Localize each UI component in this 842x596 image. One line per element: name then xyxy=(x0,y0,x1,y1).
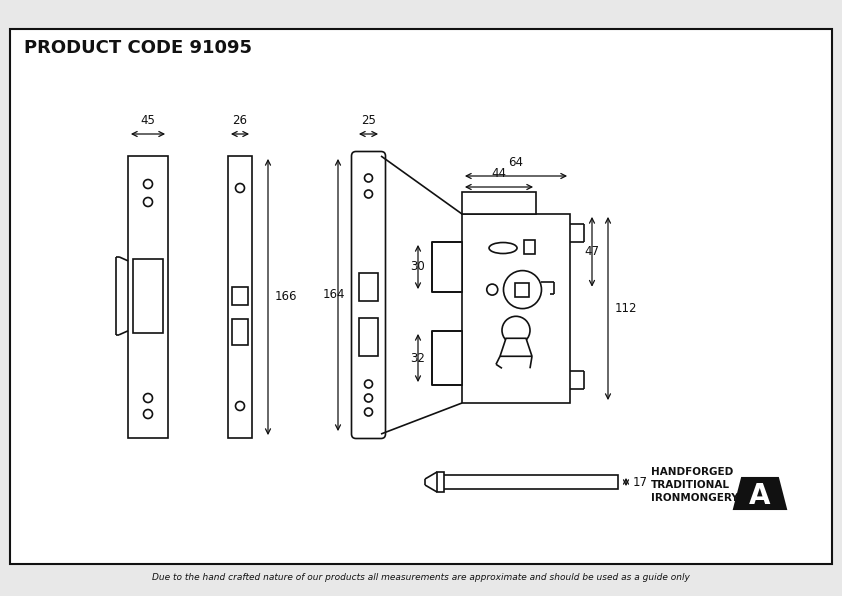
Bar xyxy=(432,331,462,385)
Text: Due to the hand crafted nature of our products all measurements are approximate : Due to the hand crafted nature of our pr… xyxy=(152,573,690,582)
Circle shape xyxy=(365,408,372,416)
Text: 32: 32 xyxy=(410,352,425,365)
Circle shape xyxy=(502,316,530,344)
Bar xyxy=(515,283,530,297)
Circle shape xyxy=(487,284,498,295)
FancyBboxPatch shape xyxy=(351,151,386,439)
Bar xyxy=(128,156,168,438)
Bar xyxy=(462,214,570,403)
Bar xyxy=(462,192,536,214)
Text: 112: 112 xyxy=(615,302,637,315)
Bar xyxy=(133,259,163,333)
Text: 164: 164 xyxy=(322,288,345,302)
Text: IRONMONGERY: IRONMONGERY xyxy=(651,493,738,503)
Text: 44: 44 xyxy=(492,167,507,180)
Circle shape xyxy=(504,271,541,309)
Bar xyxy=(443,475,618,489)
Text: 25: 25 xyxy=(361,114,376,127)
Text: 17: 17 xyxy=(633,476,648,489)
Ellipse shape xyxy=(489,243,517,253)
Text: TRADITIONAL: TRADITIONAL xyxy=(651,480,730,490)
Circle shape xyxy=(143,393,152,402)
Circle shape xyxy=(236,402,244,411)
Bar xyxy=(10,29,832,564)
Circle shape xyxy=(236,184,244,193)
Circle shape xyxy=(365,174,372,182)
Polygon shape xyxy=(500,339,532,356)
Circle shape xyxy=(143,409,152,418)
Circle shape xyxy=(143,179,152,188)
Text: 30: 30 xyxy=(410,260,425,274)
Bar xyxy=(232,287,248,306)
Text: 166: 166 xyxy=(275,290,297,303)
Text: PRODUCT CODE 91095: PRODUCT CODE 91095 xyxy=(24,39,252,57)
Bar xyxy=(437,472,444,492)
Bar xyxy=(232,319,248,345)
Text: 47: 47 xyxy=(584,246,599,258)
Polygon shape xyxy=(734,478,786,509)
Text: HANDFORGED: HANDFORGED xyxy=(651,467,733,477)
Text: 26: 26 xyxy=(232,114,248,127)
Text: 64: 64 xyxy=(509,156,524,169)
Text: A: A xyxy=(749,482,770,510)
Bar xyxy=(359,318,378,356)
Circle shape xyxy=(143,197,152,206)
Bar xyxy=(524,240,535,254)
Circle shape xyxy=(365,190,372,198)
Circle shape xyxy=(365,394,372,402)
Circle shape xyxy=(365,380,372,388)
Text: 45: 45 xyxy=(141,114,156,127)
Bar xyxy=(228,156,252,438)
Bar xyxy=(432,242,462,292)
Bar xyxy=(359,272,378,300)
